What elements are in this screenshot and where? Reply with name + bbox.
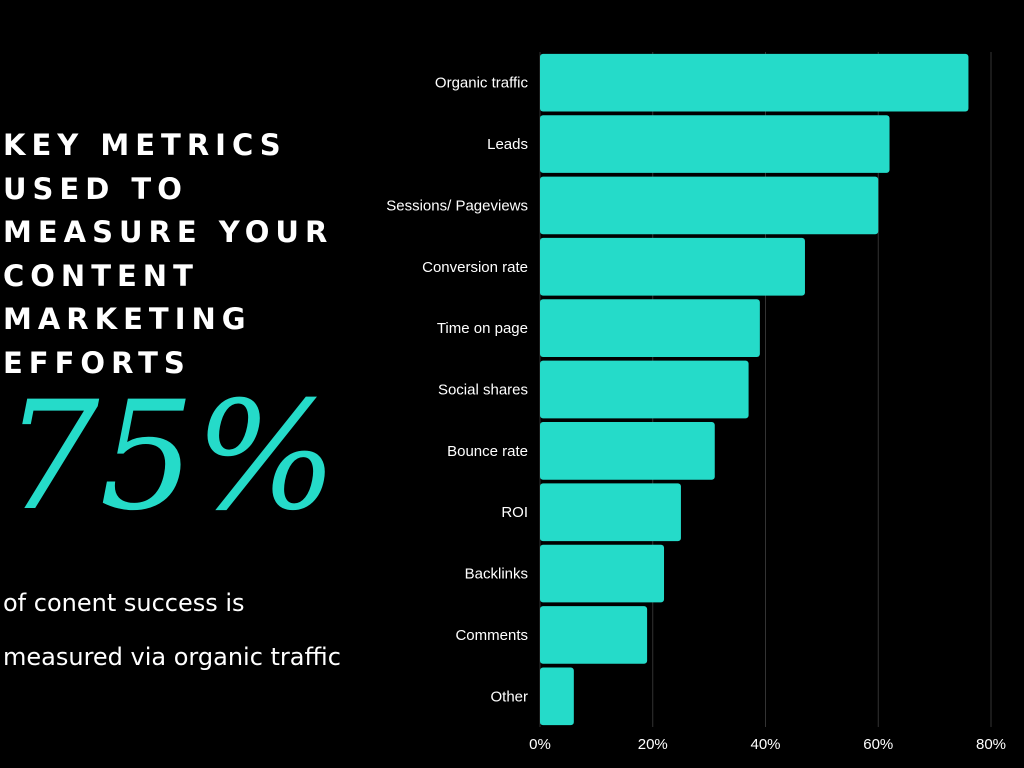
stat-caption-line-2: measured via organic traffic [3,643,341,671]
bar [540,422,715,480]
x-tick-label: 80% [976,736,1006,753]
category-label: ROI [501,504,528,521]
category-label: Sessions/ Pageviews [386,197,528,214]
bar [540,667,574,726]
headline: KEY METRICS USED TO MEASURE YOUR CONTENT… [3,128,334,380]
stat-caption: of conent success is measured via organi… [3,576,383,684]
bar [540,544,665,603]
x-tick-labels: 0% 20% 40% 60% 80% [529,736,1006,753]
bar [540,606,648,664]
category-label: Backlinks [465,566,528,583]
x-tick-label: 60% [863,736,893,753]
x-tick-label: 20% [638,736,668,753]
category-label: Organic traffic [435,75,529,92]
bar [540,299,760,357]
bar [540,360,749,419]
bar [540,483,681,542]
category-label: Conversion rate [422,259,528,276]
x-tick-label: 0% [529,736,551,753]
category-label: Other [490,688,528,705]
bar [540,53,969,112]
category-label: Comments [455,627,528,644]
category-label: Leads [487,136,528,153]
x-tick-label: 40% [750,736,780,753]
big-stat-value: 75% [4,370,338,544]
bar [540,237,805,296]
category-label: Time on page [437,320,528,337]
category-label: Social shares [438,382,528,399]
stat-caption-line-1: of conent success is [3,589,245,617]
category-labels: Organic traffic Leads Sessions/ Pageviews C… [386,75,528,706]
bar [540,115,890,173]
bar [540,176,879,235]
bars [540,53,969,726]
category-label: Bounce rate [447,443,528,460]
